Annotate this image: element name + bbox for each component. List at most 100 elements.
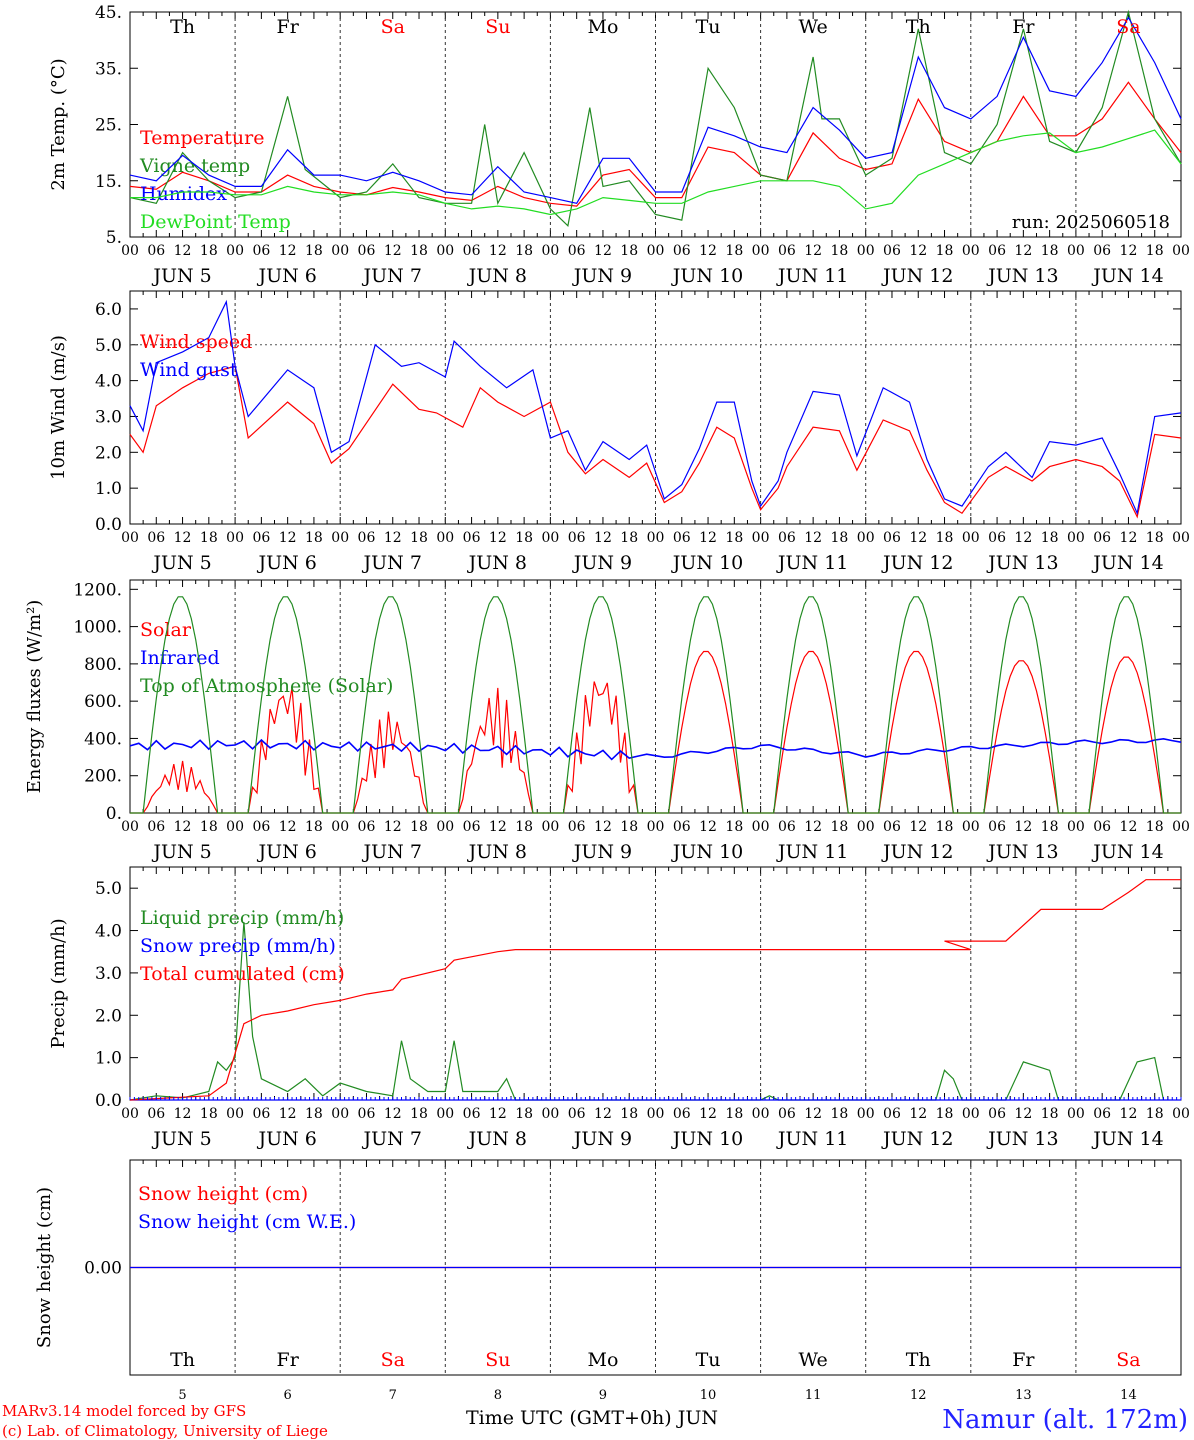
- hour-label: 12: [1120, 1106, 1138, 1122]
- y-axis-label: Precip (mm/h): [48, 918, 69, 1048]
- y-axis-label: 10m Wind (m/s): [48, 335, 69, 480]
- hour-label: 06: [463, 1106, 481, 1122]
- hour-label: 18: [725, 243, 743, 259]
- hour-label: 12: [384, 819, 402, 835]
- hour-label: 06: [988, 1106, 1006, 1122]
- y-axis-label: 2m Temp. (°C): [48, 58, 69, 190]
- hour-label: 12: [699, 1106, 717, 1122]
- hour-label: 06: [358, 1106, 376, 1122]
- date-label: JUN 12: [881, 265, 953, 287]
- date-label: JUN 8: [467, 552, 527, 574]
- date-label: JUN 5: [151, 841, 211, 863]
- hour-label: 00: [121, 1106, 139, 1122]
- hour-label: 00: [1067, 1106, 1085, 1122]
- date-label: JUN 13: [986, 841, 1058, 863]
- date-label: JUN 5: [151, 265, 211, 287]
- hour-label: 12: [1120, 243, 1138, 259]
- hour-label: 00: [1172, 1106, 1190, 1122]
- hour-label: 12: [489, 243, 507, 259]
- y-tick-label: 4.0: [95, 922, 122, 942]
- y-tick-label: 45.: [95, 3, 122, 23]
- hour-label: 12: [1120, 530, 1138, 546]
- day-number: 11: [805, 1388, 822, 1403]
- hour-label: 06: [252, 243, 270, 259]
- hour-label: 12: [1014, 530, 1032, 546]
- day-number: 8: [494, 1388, 502, 1403]
- hour-label: 18: [410, 819, 428, 835]
- hour-label: 18: [410, 530, 428, 546]
- day-name: Fr: [1012, 16, 1035, 38]
- hour-label: 00: [1172, 243, 1190, 259]
- hour-label: 06: [358, 243, 376, 259]
- hour-label: 00: [121, 530, 139, 546]
- day-name: Fr: [277, 1349, 300, 1371]
- hour-label: 00: [331, 530, 349, 546]
- y-tick-label: 400.: [84, 729, 122, 749]
- hour-label: 12: [909, 819, 927, 835]
- hour-label: 00: [541, 243, 559, 259]
- y-tick-label: 5.0: [95, 336, 122, 356]
- date-label: JUN 13: [986, 552, 1058, 574]
- hour-label: 00: [647, 530, 665, 546]
- date-label: JUN 14: [1091, 552, 1163, 574]
- hour-label: 06: [988, 530, 1006, 546]
- hour-label: 06: [463, 530, 481, 546]
- series-line-infrared: [129, 737, 1182, 761]
- y-tick-label: 1000.: [73, 618, 122, 638]
- hour-label: 06: [988, 243, 1006, 259]
- y-tick-label: 0.: [106, 804, 122, 824]
- hour-label: 06: [1093, 243, 1111, 259]
- date-label: JUN 6: [256, 841, 316, 863]
- hour-label: 18: [620, 530, 638, 546]
- y-tick-label: 600.: [84, 692, 122, 712]
- day-name: Tu: [696, 1349, 721, 1371]
- day-number: 13: [1015, 1388, 1032, 1403]
- legend-entry: Total cumulated (cm): [140, 963, 345, 985]
- hour-label: 00: [541, 1106, 559, 1122]
- date-label: JUN 10: [671, 1128, 743, 1150]
- hour-label: 06: [673, 530, 691, 546]
- hour-label: 06: [358, 530, 376, 546]
- hour-label: 00: [436, 1106, 454, 1122]
- hour-label: 12: [279, 530, 297, 546]
- date-label: JUN 11: [776, 552, 848, 574]
- hour-label: 12: [594, 819, 612, 835]
- hour-label: 12: [489, 819, 507, 835]
- hour-label: 18: [725, 530, 743, 546]
- hour-label: 06: [673, 1106, 691, 1122]
- station-label: Namur (alt. 172m): [942, 1405, 1188, 1435]
- y-tick-label: 200.: [84, 767, 122, 787]
- date-label: JUN 8: [467, 265, 527, 287]
- hour-label: 18: [305, 819, 323, 835]
- hour-label: 18: [1041, 530, 1059, 546]
- day-name: Tu: [696, 16, 721, 38]
- hour-label: 00: [1067, 530, 1085, 546]
- day-number: 7: [389, 1388, 397, 1403]
- date-label: JUN 8: [467, 841, 527, 863]
- date-label: JUN 14: [1091, 265, 1163, 287]
- date-label: JUN 9: [572, 552, 632, 574]
- date-label: JUN 10: [671, 552, 743, 574]
- panel-3: 0. 200. 400. 600. 800. 1000. 1200. Energy fluxe…: [24, 579, 1190, 863]
- y-tick-label: 0.0: [95, 515, 122, 535]
- hour-label: 12: [1120, 819, 1138, 835]
- hour-label: 00: [962, 243, 980, 259]
- legend-entry: Snow height (cm W.E.): [138, 1211, 356, 1233]
- hour-label: 12: [804, 243, 822, 259]
- hour-label: 00: [121, 819, 139, 835]
- hour-label: 18: [410, 243, 428, 259]
- date-label: JUN 6: [256, 1128, 316, 1150]
- footer-credit: (c) Lab. of Climatology, University of L…: [2, 1422, 328, 1440]
- hour-label: 12: [804, 530, 822, 546]
- day-number: 6: [284, 1388, 292, 1403]
- date-label: JUN 11: [776, 265, 848, 287]
- hour-label: 00: [752, 243, 770, 259]
- series-line-humidex: [129, 16, 1182, 204]
- hour-label: 06: [252, 819, 270, 835]
- hour-label: 18: [515, 819, 533, 835]
- hour-label: 06: [147, 819, 165, 835]
- y-tick-label: 6.0: [95, 300, 122, 320]
- hour-label: 18: [305, 243, 323, 259]
- hour-label: 06: [778, 530, 796, 546]
